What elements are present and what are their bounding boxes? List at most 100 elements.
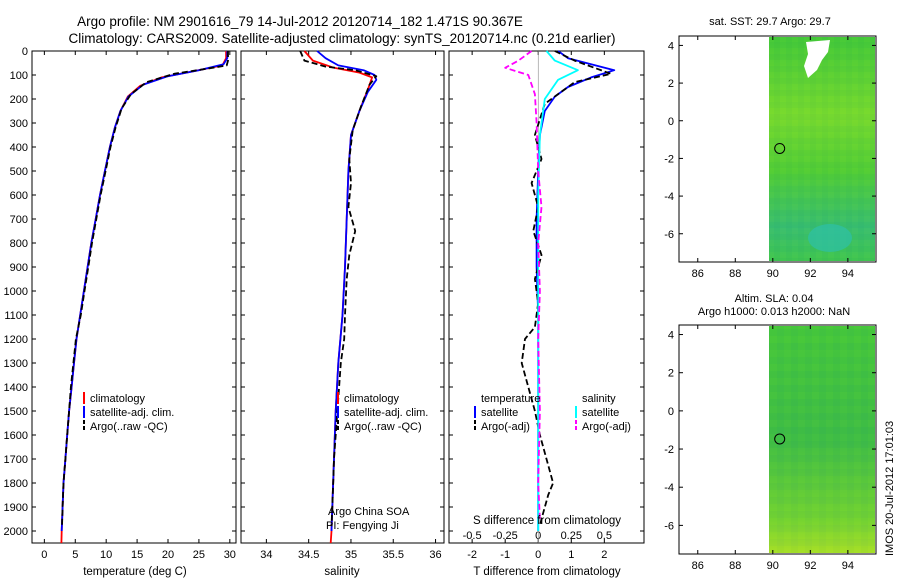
x-tick-label: 15 [131, 549, 143, 561]
top-tick-label: -0.5 [463, 530, 482, 542]
y-tick-label: 1600 [4, 430, 28, 442]
legend-label-argo: Argo(..raw -QC) [90, 421, 168, 433]
temperature-legend: climatology satellite-adj. clim. Argo(..… [83, 392, 174, 433]
x-tick-label: 0 [535, 549, 541, 561]
sla-map-field [769, 326, 875, 553]
x-tick-label: 10 [100, 549, 112, 561]
series-line-argo-raw-qc [61, 51, 229, 527]
argo-institution-label: Argo China SOA [328, 506, 410, 518]
x-tick-label: 34.5 [298, 549, 319, 561]
top-tick-label: 0.5 [597, 530, 612, 542]
figure-title-line1: Argo profile: NM 2901616_79 14-Jul-2012 … [77, 14, 523, 29]
difference-plot-frame [448, 50, 645, 544]
sla-field-texture [769, 326, 875, 553]
map-y-tick-label: -6 [664, 229, 674, 241]
map-x-tick-label: 88 [729, 268, 741, 280]
map-y-tick-label: 0 [668, 116, 674, 128]
sst-field-texture [769, 37, 875, 261]
map-y-tick-label: 2 [668, 78, 674, 90]
series-line-climatology [60, 51, 228, 544]
map-x-tick-label: 92 [804, 268, 816, 280]
x-tick-label: 20 [162, 549, 174, 561]
map-y-tick-label: -4 [664, 191, 674, 203]
sst-map-axes: 86 88 90 92 94 4 2 0 -2 -4 -6 [664, 36, 876, 280]
map-x-tick-label: 88 [729, 560, 741, 572]
legend-label-t-argo: Argo(-adj) [481, 421, 530, 433]
x-tick-label: 30 [224, 549, 236, 561]
y-tick-label: 1500 [4, 406, 28, 418]
map-y-tick-label: -4 [664, 482, 674, 494]
x-tick-label: 34 [260, 549, 272, 561]
x-tick-label: 25 [193, 549, 205, 561]
top-tick-label: 0.25 [561, 530, 582, 542]
x-tick-label: 35.5 [383, 549, 404, 561]
salinity-legend: climatology satellite-adj. clim. Argo(..… [337, 392, 428, 433]
legend-label-satellite: satellite-adj. clim. [344, 407, 428, 419]
map-y-tick-label: 4 [668, 330, 674, 342]
map-y-tick-label: -2 [664, 153, 674, 165]
x-tick-label: -2 [467, 549, 477, 561]
profile-location-marker [774, 142, 786, 154]
y-tick-label: 1400 [4, 382, 28, 394]
t-difference-x-axis-label: T difference from climatology [473, 566, 620, 578]
y-tick-label: 400 [10, 142, 28, 154]
y-tick-label: 100 [10, 70, 28, 82]
sst-masked-region [804, 40, 830, 78]
map-x-tick-label: 86 [692, 560, 704, 572]
sst-map-title: sat. SST: 29.7 Argo: 29.7 [709, 16, 831, 28]
y-tick-label: 0 [22, 46, 28, 58]
map-x-tick-label: 94 [842, 560, 854, 572]
x-tick-label: 35 [345, 549, 357, 561]
series-line-argo-adj-salinity [504, 50, 543, 520]
map-y-tick-label: -6 [664, 520, 674, 532]
y-tick-label: 600 [10, 190, 28, 202]
y-tick-label: 700 [10, 214, 28, 226]
sla-map-axes: 86 88 90 92 94 4 2 0 -2 -4 -6 [664, 325, 876, 572]
legend-header-temperature: temperature [481, 393, 540, 405]
x-tick-label: 0 [41, 549, 47, 561]
y-tick-label: 300 [10, 118, 28, 130]
legend-label-s-argo: Argo(-adj) [582, 421, 631, 433]
x-tick-label: 1 [568, 549, 574, 561]
salinity-plot-frame [240, 50, 445, 544]
series-line-satellite-temperature [535, 50, 616, 531]
x-tick-label: -1 [500, 549, 510, 561]
y-tick-label: 1800 [4, 478, 28, 490]
y-tick-label: 1100 [4, 310, 28, 322]
map-y-tick-label: -2 [664, 444, 674, 456]
sla-map-title-line1: Altim. SLA: 0.04 [735, 293, 814, 305]
map-y-tick-label: 0 [668, 406, 674, 418]
pi-name-label: PI: Fengying Ji [326, 520, 399, 532]
salinity-x-axis-label: salinity [324, 566, 359, 578]
s-difference-axis-label: S difference from climatology [473, 515, 621, 527]
sla-map-frame [678, 324, 877, 555]
map-x-tick-label: 90 [767, 268, 779, 280]
series-line-satellite-adj-clim [60, 51, 229, 532]
series-line-argo-adj-temperature [520, 50, 612, 527]
sla-map-title-line2: Argo h1000: 0.013 h2000: NaN [698, 306, 850, 318]
salinity-plot: 34 34.5 35 35.5 36 [241, 50, 444, 561]
legend-label-s-satellite: satellite [582, 407, 619, 419]
x-tick-label: 36 [429, 549, 441, 561]
map-x-tick-label: 92 [804, 560, 816, 572]
x-tick-label: 2 [601, 549, 607, 561]
legend-header-salinity: salinity [582, 393, 616, 405]
imos-timestamp-label: IMOS 20-Jul-2012 17:01:03 [884, 421, 896, 556]
y-tick-label: 900 [10, 262, 28, 274]
profile-location-marker [774, 433, 786, 445]
y-tick-label: 1000 [4, 286, 28, 298]
y-tick-label: 800 [10, 238, 28, 250]
sst-map-field [769, 37, 875, 261]
legend-label-climatology: climatology [90, 393, 146, 405]
y-tick-label: 1300 [4, 358, 28, 370]
series-line-climatology [303, 50, 374, 544]
legend-label-satellite: satellite-adj. clim. [90, 407, 174, 419]
y-tick-label: 1200 [4, 334, 28, 346]
temperature-plot-frame [31, 50, 237, 544]
map-x-tick-label: 90 [767, 560, 779, 572]
sst-map-frame [678, 35, 877, 263]
map-y-tick-label: 4 [668, 40, 674, 52]
series-line-satellite-salinity [537, 50, 579, 531]
y-tick-label: 500 [10, 166, 28, 178]
